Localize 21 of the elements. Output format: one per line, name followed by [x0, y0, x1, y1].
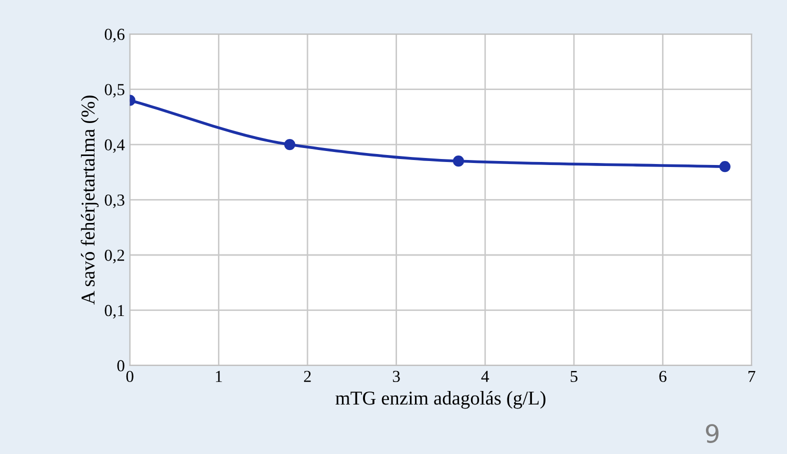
- y-tick-label: 0,5: [104, 84, 124, 98]
- x-tick-label: 7: [748, 370, 756, 382]
- x-tick-label: 5: [570, 370, 578, 382]
- y-tick-label: 0,4: [104, 139, 125, 153]
- x-axis-title: mTG enzim adagolás (g/L): [336, 391, 546, 409]
- y-axis-title: A savó fehérjetartalma (%): [80, 96, 99, 305]
- x-tick-label: 4: [481, 370, 490, 382]
- point: [452, 156, 464, 167]
- x-tick-label: 0: [126, 370, 134, 382]
- y-tick-label: 0,3: [104, 194, 124, 208]
- y-tick-label: 0: [117, 360, 124, 372]
- point: [719, 161, 730, 172]
- y-tick-label: 0,6: [104, 28, 124, 42]
- x-tick-label: 3: [392, 370, 400, 382]
- text: 9: [706, 424, 719, 444]
- x-tick-label: 1: [216, 370, 222, 382]
- x-tick-label: 2: [304, 370, 311, 382]
- point: [284, 138, 296, 150]
- y-tick-label: 0,2: [104, 250, 124, 264]
- y-tick-label: 0,1: [104, 304, 124, 319]
- x-tick-label: 6: [659, 370, 666, 382]
